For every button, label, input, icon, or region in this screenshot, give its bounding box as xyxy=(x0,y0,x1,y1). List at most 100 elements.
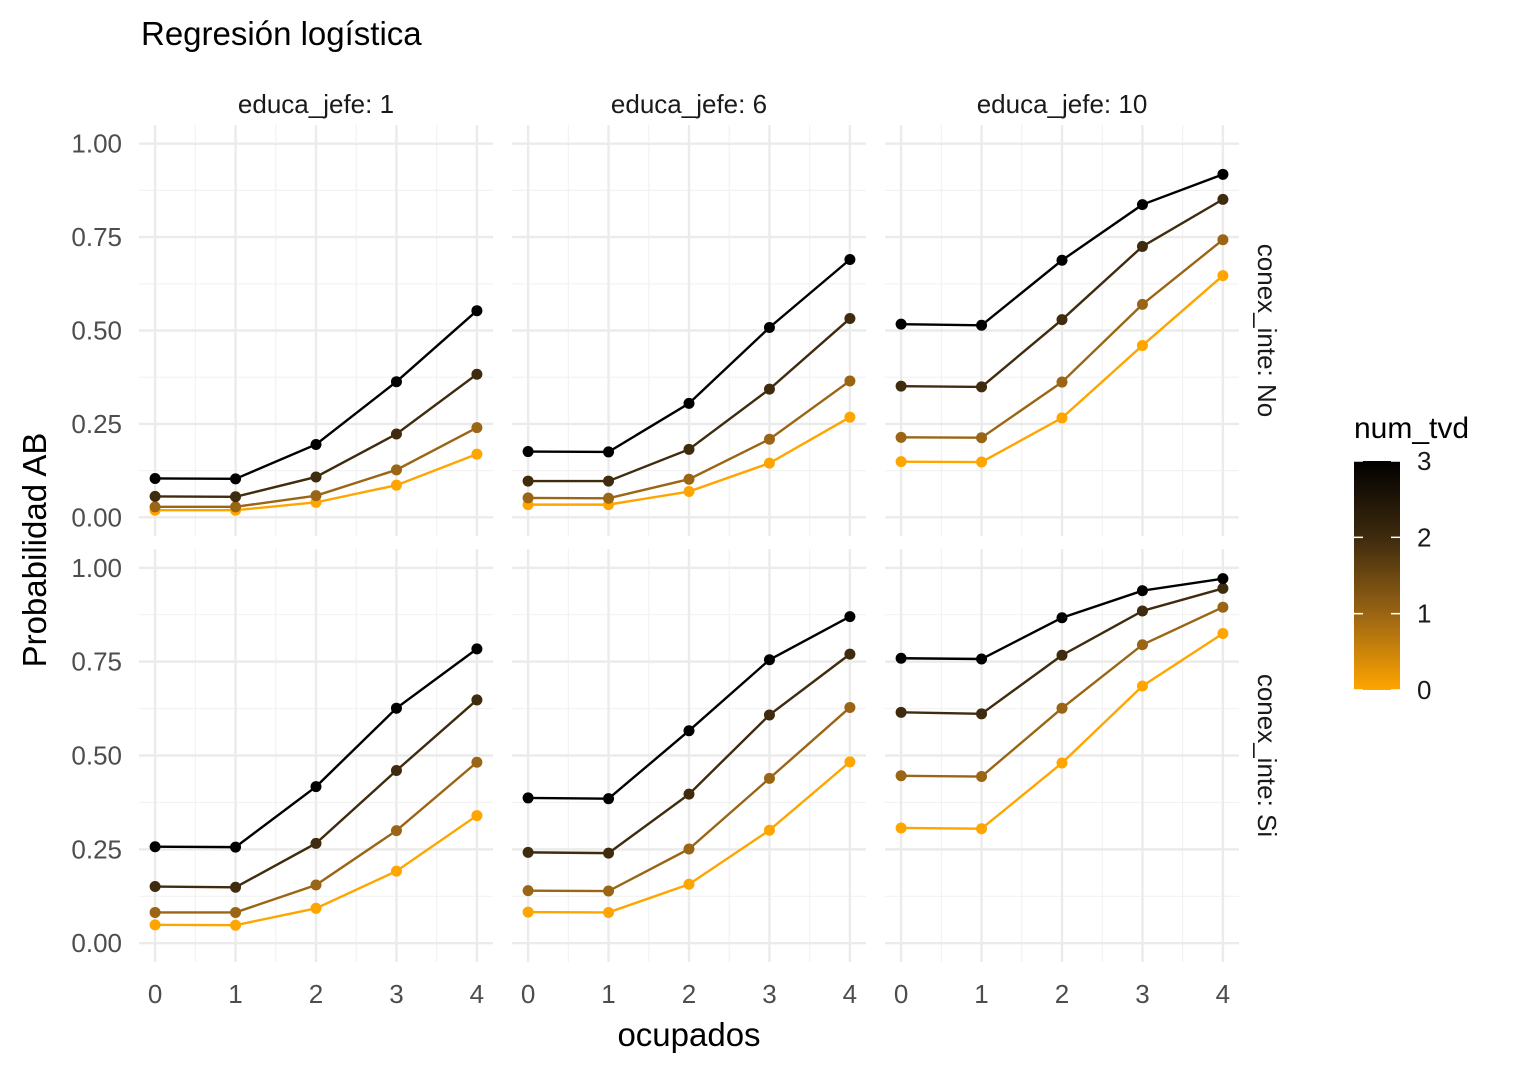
data-point xyxy=(603,847,615,859)
x-tick-label: 3 xyxy=(1135,979,1149,1009)
data-point xyxy=(390,479,402,491)
data-point xyxy=(603,446,615,458)
facet-strip-row: conex_inte: Si xyxy=(1252,674,1282,837)
data-point xyxy=(310,438,322,450)
data-point xyxy=(1056,702,1068,714)
data-point xyxy=(1217,627,1229,639)
data-point xyxy=(471,756,483,768)
data-point xyxy=(522,846,534,858)
data-point xyxy=(603,885,615,897)
x-tick-label: 1 xyxy=(601,979,615,1009)
data-point xyxy=(149,501,161,513)
panel-grid xyxy=(885,125,1239,536)
legend-tick-label: 1 xyxy=(1417,599,1431,629)
data-point xyxy=(1056,649,1068,661)
y-tick-label: 1.00 xyxy=(71,553,122,583)
panel-grid xyxy=(139,125,493,536)
data-point xyxy=(1056,254,1068,266)
data-point xyxy=(976,823,988,835)
data-point xyxy=(1217,573,1229,585)
data-point xyxy=(1217,193,1229,205)
data-point xyxy=(1056,757,1068,769)
data-point xyxy=(895,380,907,392)
data-point xyxy=(895,318,907,330)
y-tick-label: 0.50 xyxy=(71,316,122,346)
data-point xyxy=(230,841,242,853)
data-point xyxy=(390,464,402,476)
data-point xyxy=(844,756,856,768)
data-point xyxy=(844,254,856,266)
data-point xyxy=(976,319,988,331)
y-axis-title: Probabilidad AB xyxy=(16,433,53,668)
y-tick-label: 0.75 xyxy=(71,647,122,677)
legend-tick-label: 0 xyxy=(1417,675,1431,705)
data-point xyxy=(844,375,856,387)
panel-grid xyxy=(885,549,1239,962)
data-point xyxy=(1056,376,1068,388)
x-tick-label: 1 xyxy=(974,979,988,1009)
legend-tick-label: 2 xyxy=(1417,522,1431,552)
data-point xyxy=(763,709,775,721)
data-point xyxy=(895,770,907,782)
chart-title: Regresión logística xyxy=(141,15,422,52)
data-point xyxy=(1136,339,1148,351)
data-point xyxy=(763,654,775,666)
data-point xyxy=(310,490,322,502)
data-point xyxy=(149,906,161,918)
panel-grid xyxy=(512,549,866,962)
data-point xyxy=(310,471,322,483)
x-tick-label: 1 xyxy=(228,979,242,1009)
legend-title: num_tvd xyxy=(1354,412,1469,445)
data-point xyxy=(763,383,775,395)
data-point xyxy=(976,708,988,720)
data-point xyxy=(522,492,534,504)
x-tick-label: 4 xyxy=(1216,979,1230,1009)
y-tick-label: 0.00 xyxy=(71,502,122,532)
y-tick-label: 0.00 xyxy=(71,928,122,958)
x-tick-label: 0 xyxy=(148,979,162,1009)
data-point xyxy=(522,446,534,458)
panel-grid xyxy=(139,549,493,962)
x-axis-title: ocupados xyxy=(617,1016,760,1053)
panel-grid xyxy=(512,125,866,536)
legend-tick-label: 3 xyxy=(1417,446,1431,476)
data-point xyxy=(390,865,402,877)
data-point xyxy=(976,771,988,783)
data-point xyxy=(895,652,907,664)
data-point xyxy=(471,422,483,434)
data-point xyxy=(683,878,695,890)
data-point xyxy=(603,492,615,504)
data-point xyxy=(1136,639,1148,651)
data-point xyxy=(1217,270,1229,282)
data-point xyxy=(976,432,988,444)
data-point xyxy=(603,793,615,805)
data-point xyxy=(522,885,534,897)
data-point xyxy=(763,433,775,445)
facet-strip-col: educa_jefe: 6 xyxy=(611,89,767,119)
data-point xyxy=(390,428,402,440)
data-point xyxy=(471,810,483,822)
y-tick-label: 0.75 xyxy=(71,222,122,252)
data-point xyxy=(230,881,242,893)
facet-strip-col: educa_jefe: 10 xyxy=(977,89,1148,119)
data-point xyxy=(230,473,242,485)
facet-strip-row: conex_inte: No xyxy=(1252,244,1282,417)
data-point xyxy=(1056,314,1068,326)
legend-colorbar xyxy=(1354,461,1400,690)
data-point xyxy=(603,906,615,918)
data-point xyxy=(390,825,402,837)
data-point xyxy=(1217,168,1229,180)
data-point xyxy=(763,772,775,784)
data-point xyxy=(603,475,615,487)
data-point xyxy=(683,443,695,455)
data-point xyxy=(1217,234,1229,246)
data-point xyxy=(310,902,322,914)
data-point xyxy=(895,456,907,468)
y-tick-label: 0.25 xyxy=(71,834,122,864)
facet-panels: educa_jefe: 1 educa_jefe: 6 educa_jefe: 10… xyxy=(71,89,1282,1009)
data-point xyxy=(1136,199,1148,211)
data-point xyxy=(522,906,534,918)
x-tick-label: 4 xyxy=(843,979,857,1009)
data-point xyxy=(1136,680,1148,692)
data-point xyxy=(471,448,483,460)
